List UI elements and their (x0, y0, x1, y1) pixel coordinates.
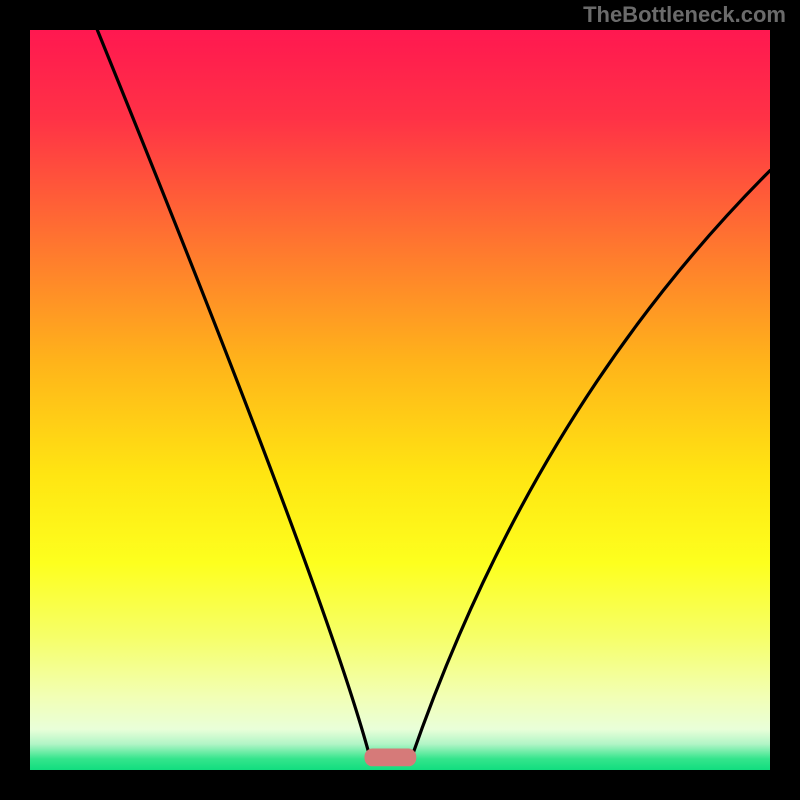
bottleneck-chart (30, 30, 770, 770)
watermark-label: TheBottleneck.com (583, 2, 786, 28)
chart-frame: TheBottleneck.com (0, 0, 800, 800)
sweet-spot-marker (364, 749, 416, 767)
